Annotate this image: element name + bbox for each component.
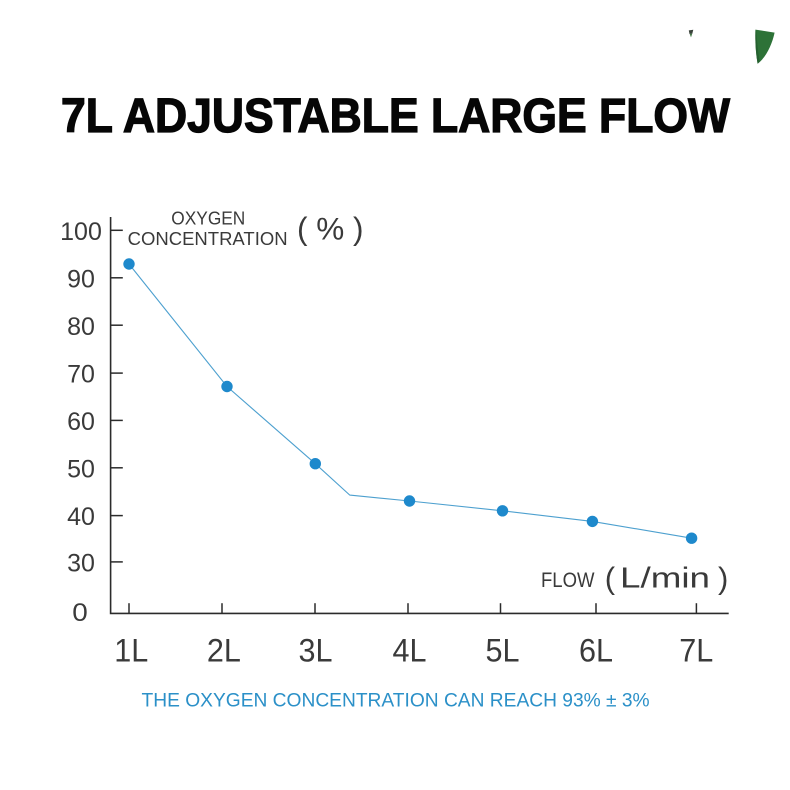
- svg-text:90: 90: [67, 266, 95, 294]
- svg-text:OXYGEN: OXYGEN: [171, 209, 245, 229]
- svg-text:80: 80: [67, 313, 95, 341]
- svg-text:(: (: [605, 560, 616, 595]
- svg-text:3L: 3L: [299, 633, 333, 669]
- svg-text:7L: 7L: [679, 633, 713, 669]
- svg-text:0: 0: [72, 599, 88, 627]
- svg-text:30: 30: [67, 550, 95, 578]
- svg-text:60: 60: [67, 408, 95, 436]
- svg-text:L/min: L/min: [620, 563, 710, 595]
- svg-text:FLOW: FLOW: [541, 569, 595, 592]
- svg-text:2L: 2L: [207, 633, 241, 669]
- svg-text:70: 70: [67, 361, 95, 389]
- svg-text:6L: 6L: [579, 633, 613, 669]
- svg-text:40: 40: [67, 503, 95, 531]
- svg-text:100: 100: [60, 218, 102, 246]
- svg-text:50: 50: [67, 456, 95, 484]
- svg-text:1L: 1L: [114, 633, 148, 669]
- svg-text:4L: 4L: [393, 633, 427, 669]
- svg-text:): ): [718, 560, 728, 595]
- svg-text:( % ): ( % ): [297, 211, 364, 247]
- svg-text:5L: 5L: [486, 633, 520, 669]
- svg-text:7L ADJUSTABLE LARGE FLOW: 7L ADJUSTABLE LARGE FLOW: [61, 90, 731, 143]
- svg-text:THE OXYGEN CONCENTRATION CAN R: THE OXYGEN CONCENTRATION CAN REACH 93% ±…: [142, 691, 650, 712]
- svg-text:CONCENTRATION: CONCENTRATION: [128, 229, 288, 249]
